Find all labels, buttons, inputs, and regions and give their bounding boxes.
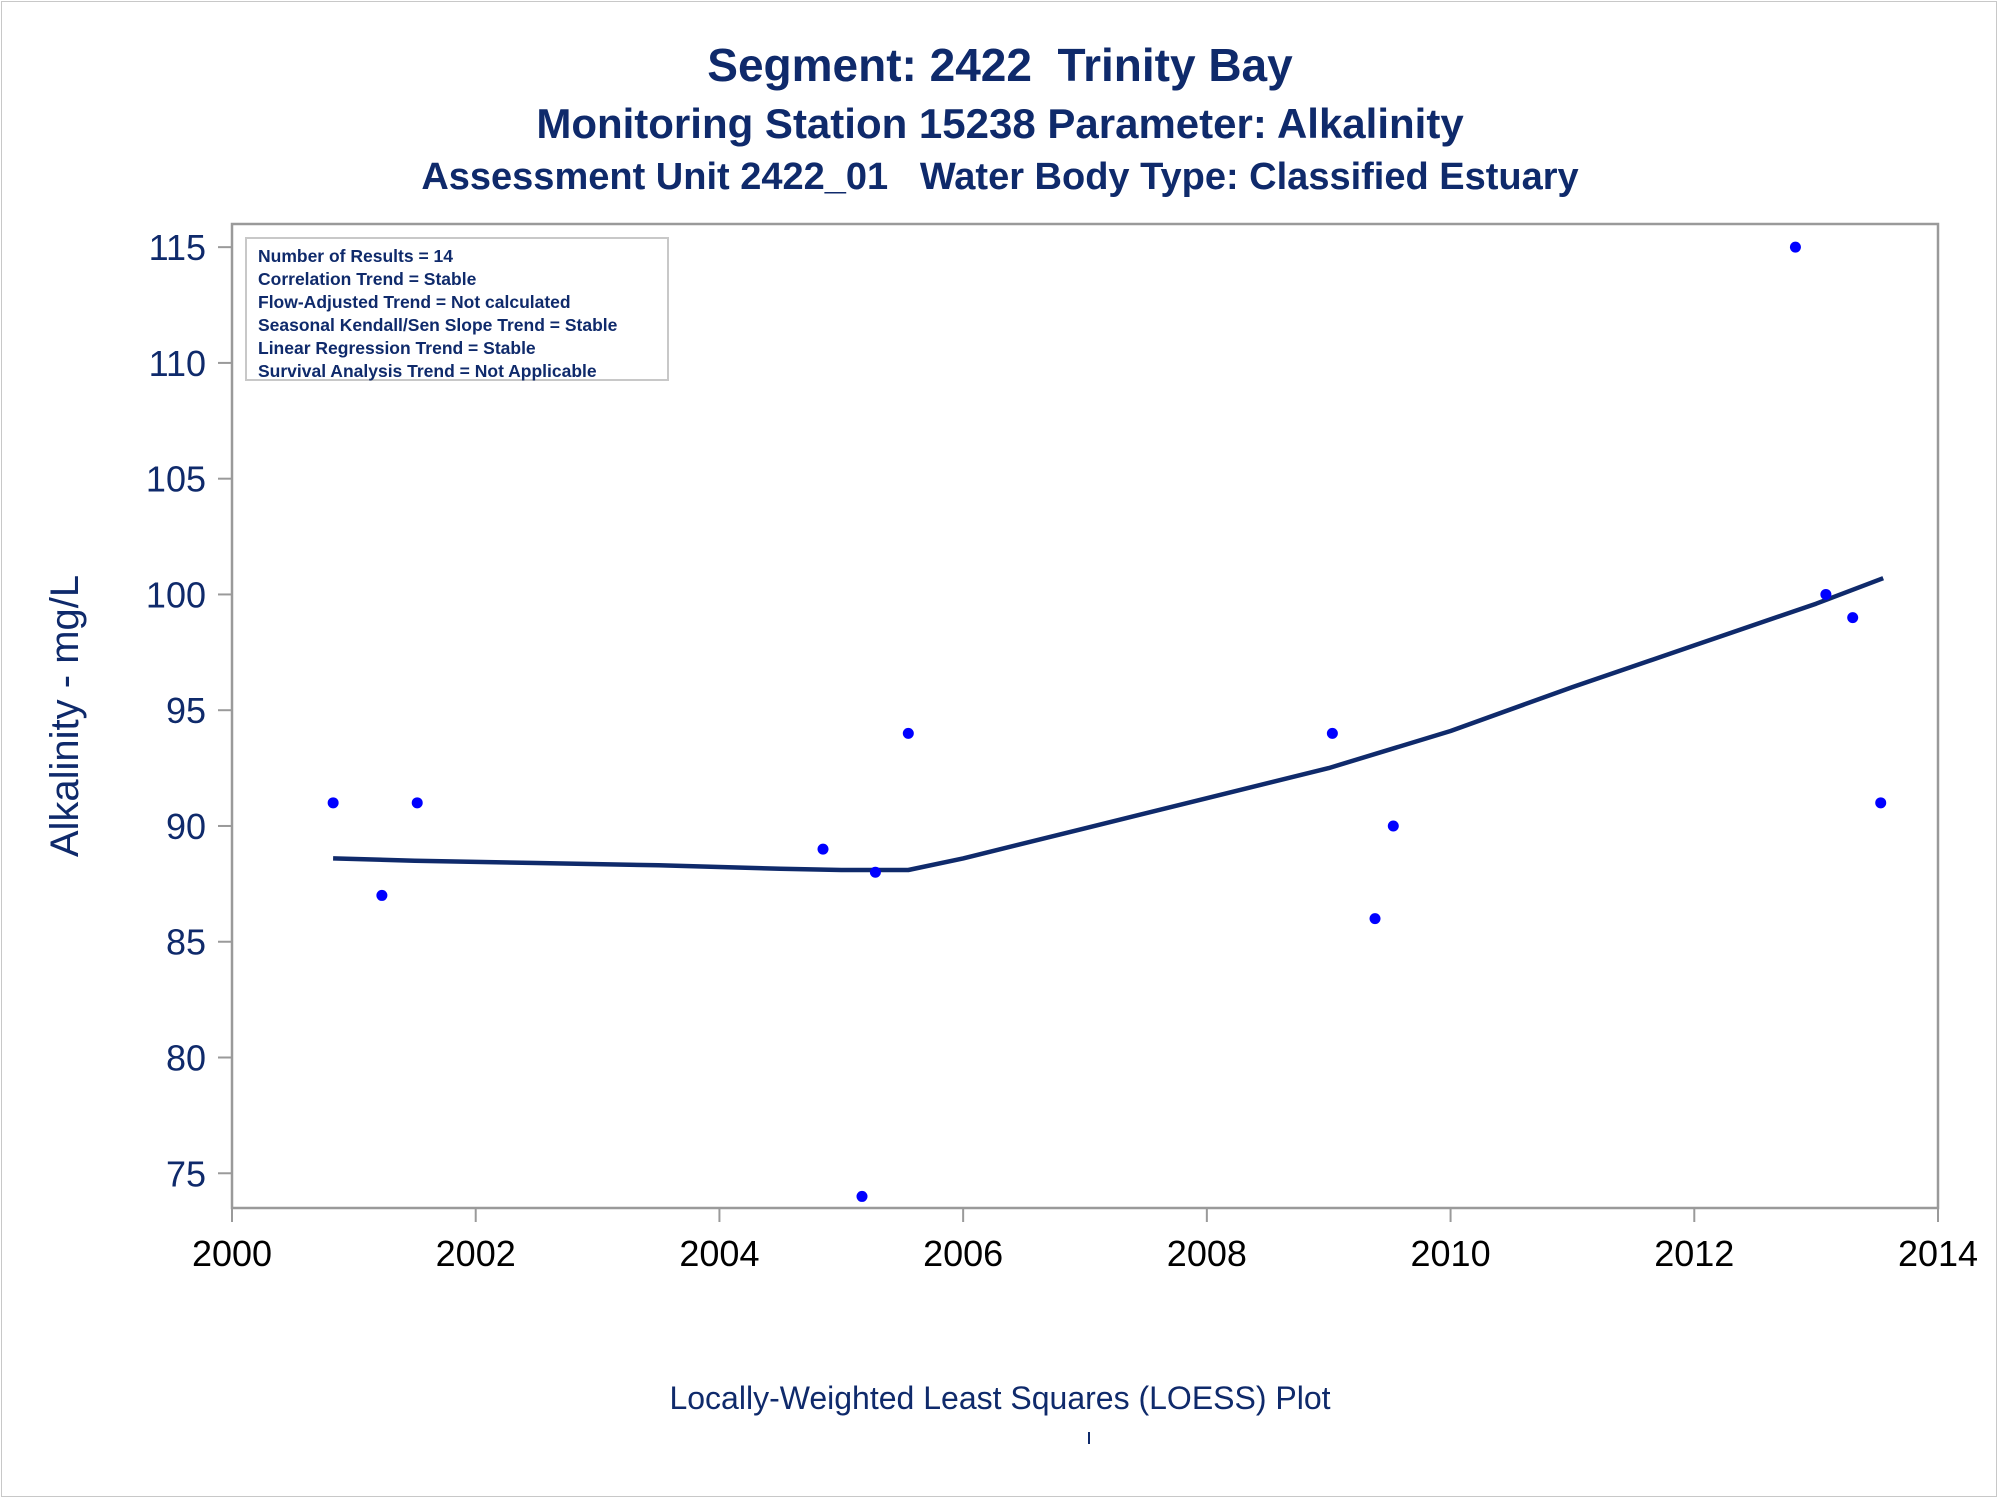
x-tick-label: 2002 <box>436 1233 516 1274</box>
data-point <box>869 866 881 878</box>
y-tick-label: 100 <box>146 574 206 615</box>
data-point <box>1369 913 1381 925</box>
y-tick-label: 75 <box>166 1153 206 1194</box>
y-tick-label: 90 <box>166 806 206 847</box>
y-axis-label: Alkalinity - mg/L <box>43 575 87 857</box>
x-tick-label: 2004 <box>679 1233 759 1274</box>
footnote-tick <box>1088 1432 1090 1444</box>
data-point <box>1875 797 1887 809</box>
y-tick-label: 80 <box>166 1038 206 1079</box>
y-tick-label: 85 <box>166 922 206 963</box>
chart-subtitle-2: Assessment Unit 2422_01 Water Body Type:… <box>421 156 1579 198</box>
data-point <box>902 727 914 739</box>
stats-line: Survival Analysis Trend = Not Applicable <box>258 361 597 381</box>
y-tick-label: 110 <box>149 343 206 384</box>
y-tick-label: 105 <box>146 459 206 500</box>
x-tick-label: 2012 <box>1654 1233 1734 1274</box>
x-tick-label: 2010 <box>1411 1233 1491 1274</box>
chart-subtitle: Monitoring Station 15238 Parameter: Alka… <box>536 100 1464 147</box>
data-point <box>376 889 388 901</box>
stats-line: Linear Regression Trend = Stable <box>258 338 536 358</box>
data-point <box>1789 241 1801 253</box>
data-point <box>1326 727 1338 739</box>
stats-line: Number of Results = 14 <box>258 246 453 266</box>
x-tick-label: 2014 <box>1898 1233 1978 1274</box>
data-point <box>327 797 339 809</box>
x-tick-label: 2000 <box>192 1233 272 1274</box>
data-point <box>817 843 829 855</box>
data-point <box>411 797 423 809</box>
chart-title: Segment: 2422 Trinity Bay <box>707 39 1293 91</box>
stats-line: Seasonal Kendall/Sen Slope Trend = Stabl… <box>258 315 618 335</box>
y-tick-label: 115 <box>149 227 206 268</box>
data-point <box>1387 820 1399 832</box>
data-point <box>1847 612 1859 624</box>
data-point <box>856 1190 868 1202</box>
x-tick-label: 2006 <box>923 1233 1003 1274</box>
data-point <box>1820 588 1832 600</box>
x-tick-label: 2008 <box>1167 1233 1247 1274</box>
stats-box-frame <box>245 237 669 381</box>
stats-line: Correlation Trend = Stable <box>258 269 477 289</box>
stats-line: Flow-Adjusted Trend = Not calculated <box>258 292 571 312</box>
footnote: Locally-Weighted Least Squares (LOESS) P… <box>669 1380 1331 1416</box>
loess-line <box>333 576 1884 873</box>
y-tick-label: 95 <box>166 690 206 731</box>
plot-frame <box>230 222 1940 1210</box>
stats-box: Number of Results = 14 Correlation Trend … <box>245 237 669 381</box>
